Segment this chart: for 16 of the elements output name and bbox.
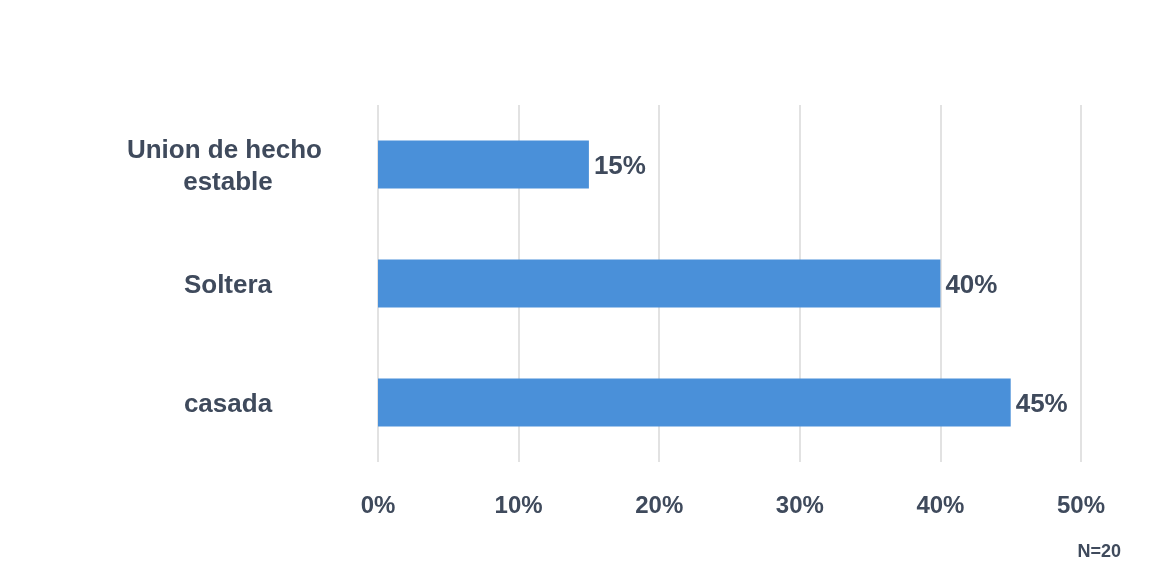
data-label: 40% [945,268,998,299]
x-tick-label: 10% [494,490,543,518]
x-tick-label: 0% [360,490,396,518]
x-tick-label: 40% [916,490,965,518]
y-tick-label: casada [183,387,273,418]
x-tick-label: 50% [1056,490,1106,518]
x-tick-label: 30% [775,490,824,518]
bar [378,259,941,308]
data-label: 45% [1015,387,1068,418]
x-tick-label: 20% [635,490,684,518]
text: N=20 [1077,541,1122,561]
y-tick-label: Union de hecho estable [126,133,330,196]
y-tick-label: Soltera [183,268,273,299]
bar [378,140,589,189]
data-label: 15% [593,149,646,180]
bar [378,378,1011,427]
